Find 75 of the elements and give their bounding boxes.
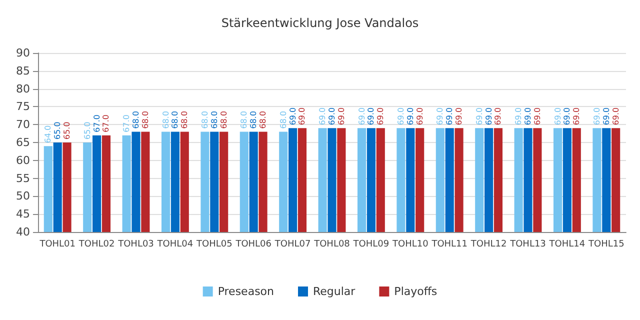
x-tick-label: TOHL04 (156, 240, 194, 250)
data-label: 69.0 (445, 107, 454, 126)
data-label: 69.0 (288, 107, 298, 126)
data-label: 69.0 (484, 107, 494, 126)
data-label: 67.0 (92, 114, 102, 132)
data-label: 68.0 (132, 110, 140, 129)
data-label: 64.0 (44, 125, 53, 144)
data-label: 69.0 (357, 107, 366, 126)
y-tick-label: 50 (16, 190, 30, 203)
data-label: 69.0 (572, 107, 582, 126)
data-label: 69.0 (454, 107, 464, 126)
data-label: 69.0 (611, 107, 620, 126)
data-label: 68.0 (240, 110, 249, 129)
x-tick-label: TOHL02 (78, 240, 115, 250)
y-tick-label: 55 (16, 172, 30, 185)
data-label: 68.0 (219, 110, 228, 129)
y-tick-label: 45 (16, 208, 30, 221)
data-label: 69.0 (553, 107, 562, 126)
chart-title: Stärkeentwicklung Jose Vandalos (221, 16, 419, 30)
x-tick-label: TOHL12 (470, 240, 507, 250)
data-label: 67.0 (102, 114, 111, 132)
x-tick-label: TOHL01 (38, 240, 76, 250)
data-label: 69.0 (396, 107, 406, 126)
y-tick-label: 60 (16, 154, 30, 167)
data-label: 65.0 (53, 122, 62, 140)
x-tick-label: TOHL08 (313, 240, 350, 250)
data-label: 65.0 (82, 122, 92, 140)
data-label: 69.0 (406, 107, 415, 126)
data-label: 69.0 (336, 107, 346, 126)
data-label: 68.0 (249, 110, 258, 129)
data-label: 69.0 (318, 107, 328, 126)
x-tick-label: TOHL13 (509, 240, 546, 250)
data-label: 68.0 (278, 110, 288, 129)
data-label: 68.0 (140, 110, 150, 129)
data-label: 69.0 (366, 107, 376, 126)
y-tick-label: 65 (16, 136, 30, 149)
x-tick-label: TOHL03 (117, 240, 154, 250)
legend-label: Regular (312, 285, 356, 298)
y-tick-label: 80 (16, 82, 30, 96)
x-tick-label: TOHL05 (195, 240, 232, 250)
data-label: 68.0 (170, 110, 180, 129)
data-label: 68.0 (180, 110, 190, 129)
x-tick-label: TOHL07 (274, 240, 311, 250)
x-tick-label: TOHL06 (234, 240, 272, 250)
x-tick-label: TOHL15 (587, 240, 624, 250)
data-label: 69.0 (298, 107, 307, 126)
data-label: 69.0 (415, 107, 424, 126)
data-label: 69.0 (562, 107, 572, 126)
y-tick-label: 40 (16, 226, 30, 238)
data-label: 68.0 (210, 110, 219, 129)
legend-label: Playoffs (394, 285, 438, 298)
data-label: 69.0 (602, 107, 611, 126)
data-label: 69.0 (376, 107, 386, 126)
x-tick-label: TOHL11 (430, 240, 468, 250)
data-label: 68.0 (258, 110, 268, 129)
data-label: 69.0 (436, 107, 445, 126)
data-label: 69.0 (474, 107, 484, 126)
data-label: 65.0 (62, 122, 72, 140)
x-tick-label: TOHL09 (352, 240, 390, 250)
data-label: 67.0 (122, 114, 132, 132)
data-label: 68.0 (200, 110, 210, 129)
data-label: 69.0 (328, 107, 336, 126)
x-tick-label: TOHL14 (548, 240, 586, 250)
data-label: 69.0 (592, 107, 602, 126)
y-tick-label: 85 (16, 64, 30, 78)
data-label: 69.0 (532, 107, 542, 126)
data-label: 68.0 (161, 110, 170, 129)
y-tick-label: 70 (16, 118, 30, 132)
data-label: 69.0 (514, 107, 524, 126)
x-tick-label: TOHL10 (391, 240, 429, 250)
legend-label: Preseason (218, 285, 274, 298)
data-label: 69.0 (524, 107, 532, 126)
data-label: 69.0 (494, 107, 503, 126)
y-tick-label: 75 (16, 100, 30, 114)
y-tick-label: 90 (16, 46, 30, 60)
